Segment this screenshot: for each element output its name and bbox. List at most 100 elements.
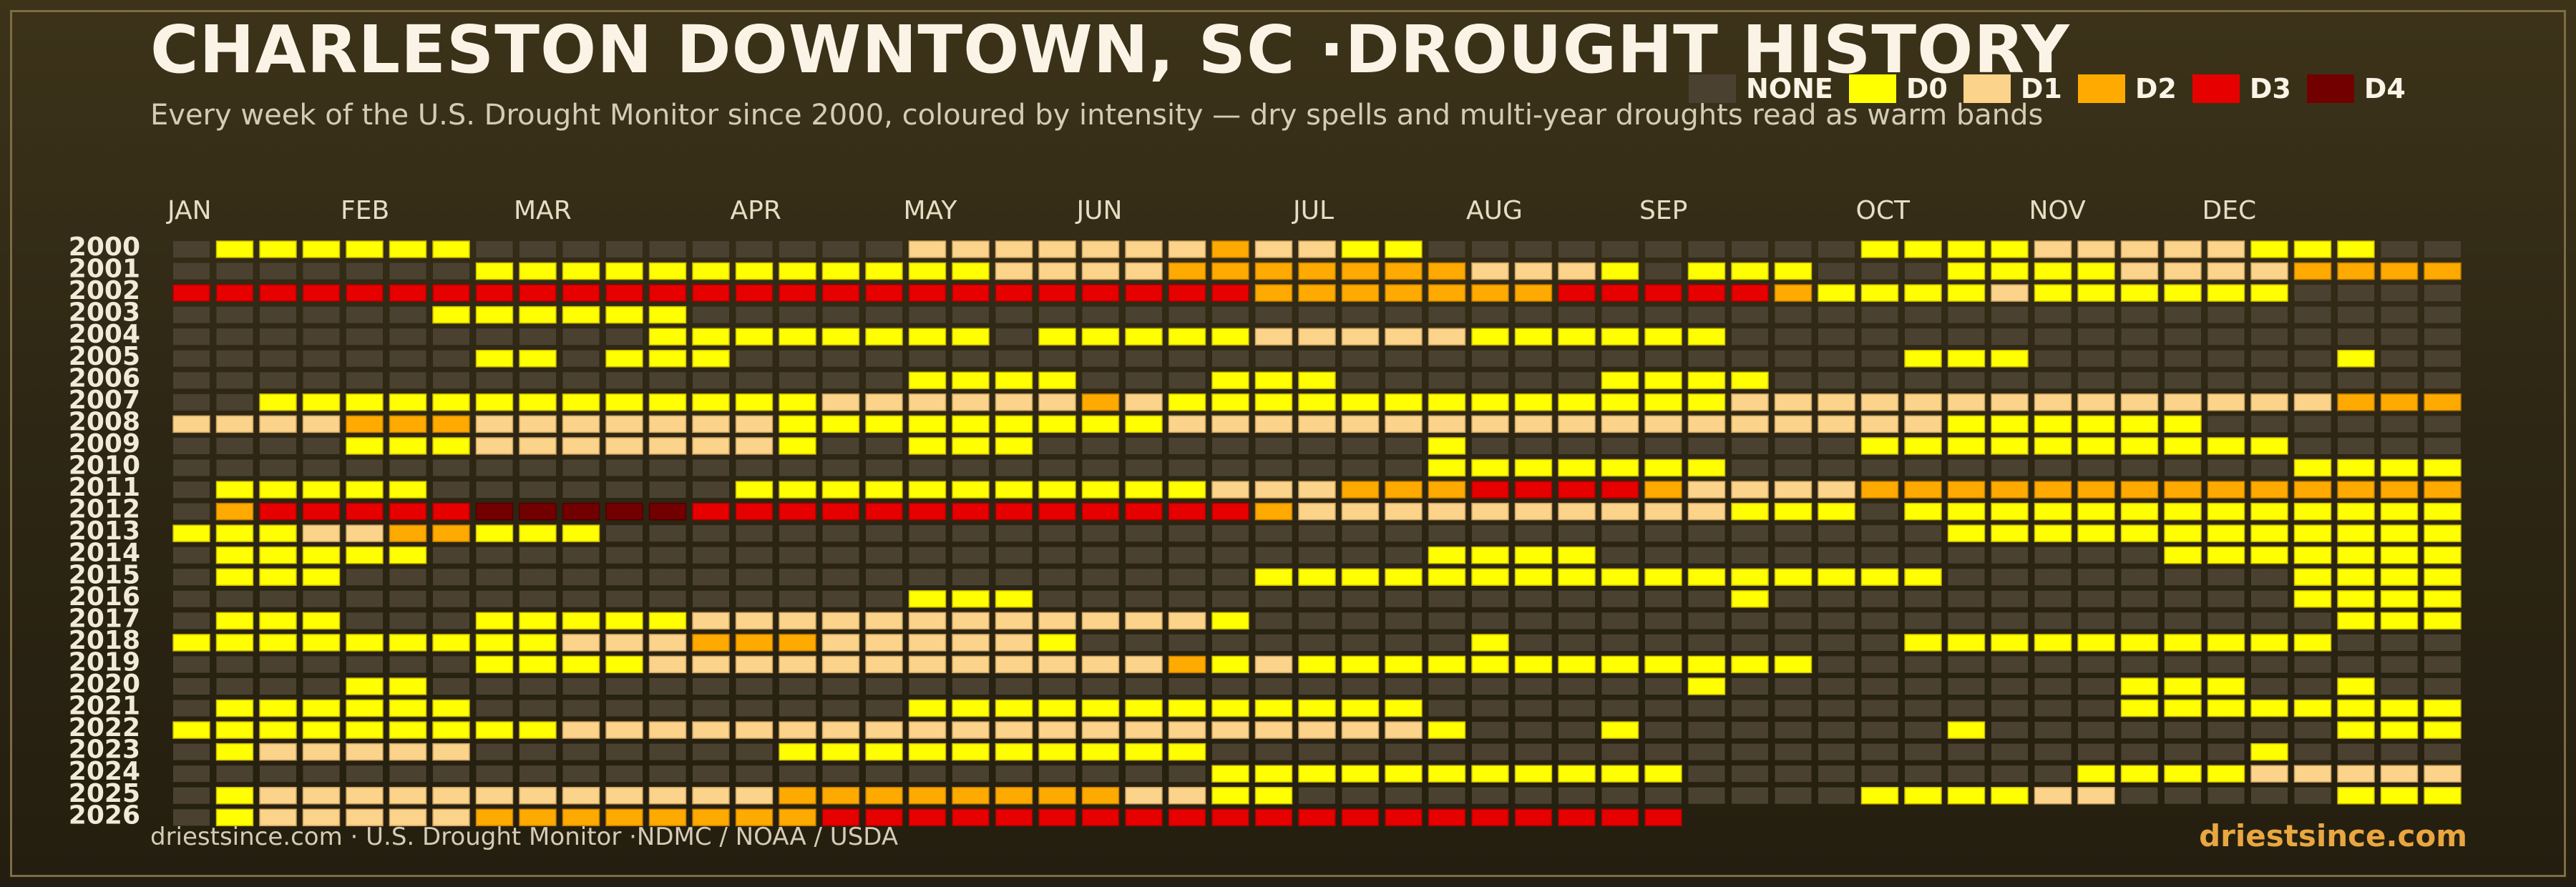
week-cell-2022-w42 xyxy=(1947,721,1986,739)
week-cell-2005-w28 xyxy=(1342,350,1379,367)
week-cell-2003-w13 xyxy=(693,306,729,323)
week-cell-2020-w18 xyxy=(909,678,946,695)
week-cell-2000-w27 xyxy=(1298,240,1336,258)
week-cell-2012-w1 xyxy=(173,503,210,520)
week-cell-2022-w35 xyxy=(1645,722,1682,739)
week-cell-2011-w5 xyxy=(346,481,384,499)
week-cell-2008-w34 xyxy=(1601,415,1639,433)
week-cell-2018-w33 xyxy=(1558,634,1595,651)
week-cell-2011-w29 xyxy=(1385,481,1423,499)
week-cell-2008-w14 xyxy=(735,415,774,433)
week-cell-2019-w48 xyxy=(2207,656,2245,673)
week-cell-2007-w30 xyxy=(1428,393,1466,411)
week-cell-2021-w3 xyxy=(259,699,297,717)
week-cell-2006-w46 xyxy=(2121,372,2158,389)
week-cell-2021-w23 xyxy=(1125,699,1163,717)
week-cell-2014-w10 xyxy=(562,547,600,564)
week-cell-2009-w19 xyxy=(952,437,990,455)
week-cell-2001-w9 xyxy=(519,262,557,280)
week-cell-2013-w49 xyxy=(2250,524,2288,542)
week-cell-2015-w23 xyxy=(1126,569,1162,586)
week-cell-2017-w51 xyxy=(2337,612,2375,630)
week-cell-2008-w53 xyxy=(2424,416,2461,433)
week-cell-2023-w44 xyxy=(2034,743,2072,760)
week-cell-2007-w1 xyxy=(173,393,210,411)
week-cell-2022-w29 xyxy=(1385,721,1423,739)
year-label-2026: 2026 xyxy=(69,800,140,830)
week-cell-2018-w23 xyxy=(1126,634,1162,651)
week-cell-2012-w32 xyxy=(1514,502,1553,521)
week-cell-2026-w33 xyxy=(1558,808,1596,827)
week-cell-2003-w37 xyxy=(1732,306,1768,323)
week-cell-2006-w7 xyxy=(433,372,469,389)
week-cell-2007-w37 xyxy=(1731,393,1769,411)
week-cell-2022-w14 xyxy=(735,721,774,739)
week-cell-2016-w51 xyxy=(2337,590,2375,608)
week-cell-2000-w33 xyxy=(1558,241,1595,258)
week-cell-2020-w11 xyxy=(606,678,643,695)
week-cell-2015-w51 xyxy=(2337,568,2375,586)
week-cell-2004-w40 xyxy=(1861,328,1898,346)
week-cell-2009-w26 xyxy=(1255,437,1292,454)
week-cell-2009-w21 xyxy=(1039,437,1075,454)
week-cell-2009-w30 xyxy=(1428,437,1466,455)
week-cell-2014-w41 xyxy=(1905,547,1941,564)
week-cell-2001-w36 xyxy=(1687,262,1726,280)
week-cell-2025-w35 xyxy=(1645,787,1682,804)
week-cell-2001-w44 xyxy=(2034,262,2072,280)
week-cell-2002-w14 xyxy=(735,284,774,302)
week-cell-2006-w32 xyxy=(1515,372,1552,389)
week-cell-2016-w20 xyxy=(995,590,1033,608)
week-cell-2017-w34 xyxy=(1601,612,1639,629)
week-cell-2013-w53 xyxy=(2424,524,2462,542)
week-cell-2025-w30 xyxy=(1428,787,1465,804)
week-cell-2012-w51 xyxy=(2337,502,2375,521)
week-cell-2007-w8 xyxy=(475,393,514,411)
week-cell-2002-w9 xyxy=(519,284,557,302)
week-cell-2009-w53 xyxy=(2424,437,2461,454)
week-cell-2020-w15 xyxy=(779,678,816,695)
week-cell-2015-w26 xyxy=(1254,568,1293,586)
week-cell-2020-w7 xyxy=(433,678,469,695)
week-cell-2024-w21 xyxy=(1039,765,1075,783)
week-cell-2010-w9 xyxy=(519,459,556,476)
week-cell-2022-w30 xyxy=(1428,721,1466,739)
week-cell-2003-w52 xyxy=(2381,306,2418,323)
week-cell-2010-w50 xyxy=(2293,459,2332,477)
week-cell-2001-w20 xyxy=(995,262,1033,280)
week-cell-2001-w33 xyxy=(1558,262,1596,280)
week-cell-2020-w43 xyxy=(1991,678,2028,695)
week-cell-2000-w35 xyxy=(1645,241,1682,258)
week-cell-2003-w18 xyxy=(909,306,946,323)
week-cell-2021-w15 xyxy=(779,700,816,717)
week-cell-2011-w36 xyxy=(1687,481,1726,499)
week-cell-2017-w5 xyxy=(346,612,383,629)
week-cell-2024-w37 xyxy=(1732,765,1768,783)
week-cell-2013-w2 xyxy=(215,524,254,542)
week-cell-2012-w35 xyxy=(1644,502,1682,521)
week-cell-2006-w25 xyxy=(1211,371,1249,390)
week-cell-2014-w22 xyxy=(1082,547,1119,564)
week-cell-2004-w46 xyxy=(2121,328,2158,346)
week-cell-2021-w14 xyxy=(736,700,773,717)
week-cell-2000-w6 xyxy=(389,240,427,258)
week-cell-2001-w24 xyxy=(1168,262,1206,280)
week-cell-2001-w3 xyxy=(260,263,296,280)
week-cell-2010-w28 xyxy=(1342,459,1379,476)
week-cell-2014-w9 xyxy=(519,547,556,564)
week-cell-2005-w32 xyxy=(1515,350,1552,367)
week-cell-2021-w11 xyxy=(606,700,643,717)
week-cell-2003-w15 xyxy=(779,306,816,323)
week-cell-2004-w14 xyxy=(735,328,774,346)
week-cell-2015-w5 xyxy=(346,569,383,586)
week-cell-2004-w32 xyxy=(1514,328,1553,346)
week-cell-2014-w49 xyxy=(2250,546,2288,564)
week-cell-2016-w9 xyxy=(519,590,556,607)
week-cell-2016-w12 xyxy=(649,590,686,607)
week-cell-2011-w43 xyxy=(1991,481,2029,499)
week-cell-2011-w22 xyxy=(1081,481,1120,499)
week-cell-2021-w43 xyxy=(1991,700,2028,717)
week-cell-2003-w26 xyxy=(1255,306,1292,323)
week-cell-2012-w49 xyxy=(2250,502,2288,521)
week-cell-2011-w25 xyxy=(1211,481,1249,499)
